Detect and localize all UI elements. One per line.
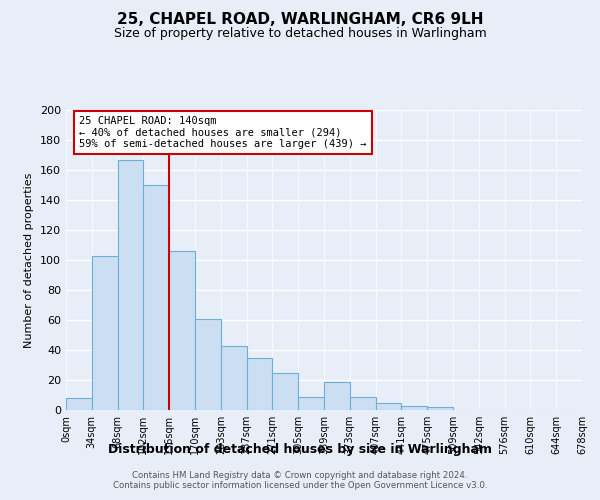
Bar (195, 318, 221, 410)
Bar (169, 251, 195, 410)
Text: Contains HM Land Registry data © Crown copyright and database right 2024.
Contai: Contains HM Land Registry data © Crown c… (113, 470, 487, 490)
Bar (92, 256, 118, 410)
Bar (118, 160, 143, 410)
Text: 25, CHAPEL ROAD, WARLINGHAM, CR6 9LH: 25, CHAPEL ROAD, WARLINGHAM, CR6 9LH (117, 12, 483, 28)
Bar (350, 396, 376, 410)
Bar (376, 402, 401, 410)
Text: Distribution of detached houses by size in Warlingham: Distribution of detached houses by size … (108, 442, 492, 456)
Text: 25 CHAPEL ROAD: 140sqm
← 40% of detached houses are smaller (294)
59% of semi-de: 25 CHAPEL ROAD: 140sqm ← 40% of detached… (79, 116, 367, 149)
Bar (272, 372, 298, 410)
Bar (427, 407, 453, 410)
Bar (221, 346, 247, 410)
Bar (66, 398, 92, 410)
Bar (324, 382, 350, 410)
Text: Size of property relative to detached houses in Warlingham: Size of property relative to detached ho… (113, 28, 487, 40)
Y-axis label: Number of detached properties: Number of detached properties (25, 172, 34, 348)
Bar (143, 185, 169, 410)
Bar (401, 406, 427, 410)
Bar (298, 396, 324, 410)
Bar (247, 358, 272, 410)
